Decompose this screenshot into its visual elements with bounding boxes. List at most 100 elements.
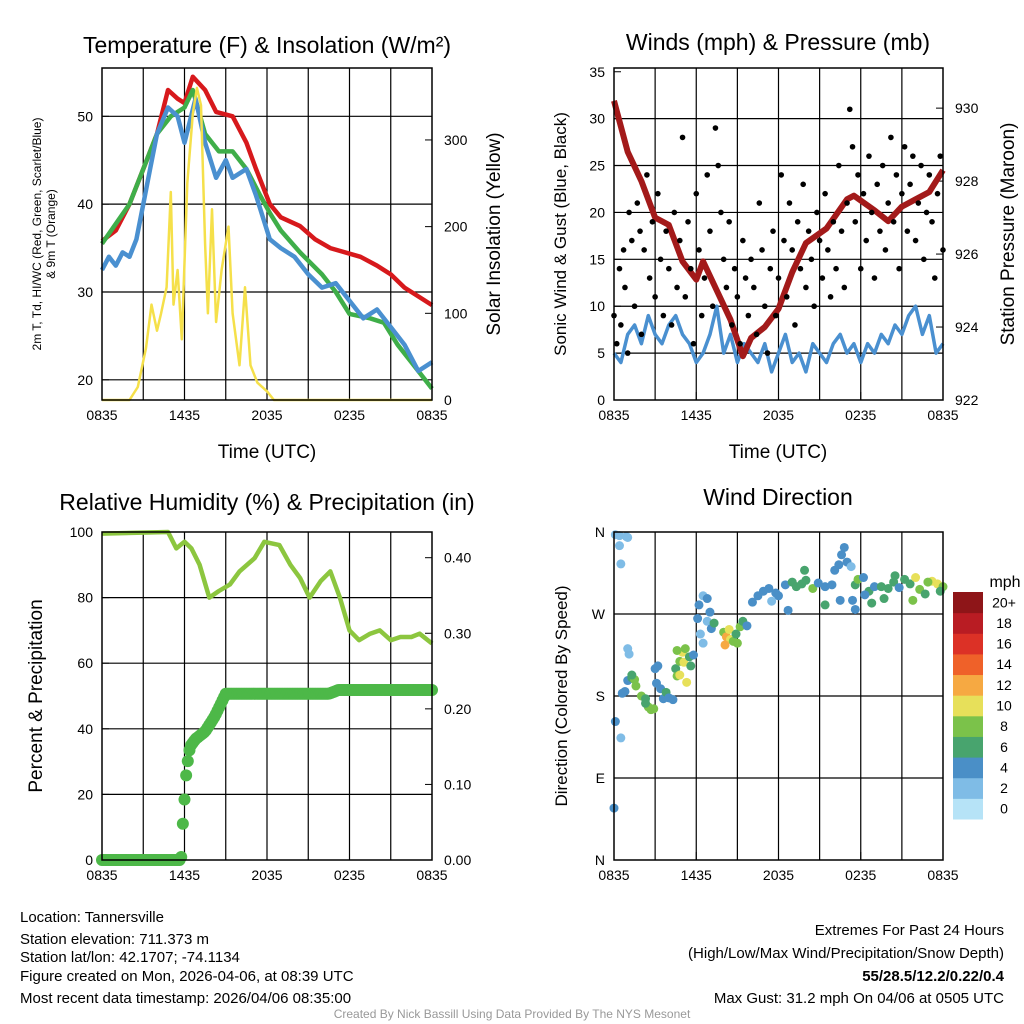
- wind-direction-chart-title: Wind Direction: [703, 484, 853, 510]
- x-tick-label: 0835: [416, 407, 447, 423]
- gust-point: [827, 294, 834, 300]
- y-tick-label: 5: [597, 345, 605, 361]
- wind-direction-point: [695, 629, 705, 639]
- gust-point: [923, 209, 930, 216]
- gust-point: [707, 228, 713, 234]
- x-tick-label: 1435: [169, 867, 200, 883]
- wind-direction-point: [614, 531, 624, 541]
- wind-direction-point: [709, 618, 719, 628]
- y-tick-label: 20: [77, 372, 93, 388]
- wind-direction-point: [702, 594, 712, 604]
- gust-point: [641, 247, 647, 253]
- gust-point: [620, 247, 627, 253]
- gust-point: [668, 322, 675, 328]
- y-tick-label: E: [596, 770, 605, 786]
- gust-point: [901, 143, 908, 150]
- wind-direction-point: [694, 600, 704, 610]
- colorbar-label: 14: [996, 656, 1012, 672]
- humidity-plot: 0835 1435 2035 0235 08350204060801000.000.10…: [70, 524, 472, 883]
- x-tick-label: 2035: [251, 867, 282, 883]
- plot-frame: [101, 531, 433, 861]
- gust-point: [660, 312, 667, 319]
- gust-point: [841, 284, 848, 291]
- y2-tick-label: 0: [444, 392, 452, 408]
- gust-point: [937, 153, 944, 159]
- gust-point: [814, 209, 820, 216]
- precipitation-point: [181, 755, 194, 768]
- footer-location: Location: Tannersville: [20, 909, 164, 926]
- gust-point: [696, 247, 702, 253]
- y-tick-label: 100: [70, 524, 94, 540]
- y-tick-label: S: [596, 688, 605, 704]
- footer-recent-timestamp: Most recent data timestamp: 2026/04/06 0…: [20, 990, 351, 1007]
- gust-point: [644, 172, 650, 178]
- gust-point: [745, 312, 752, 319]
- gust-point: [767, 265, 774, 272]
- colorbar-label: 8: [1000, 718, 1008, 734]
- gust-point: [756, 200, 763, 206]
- precipitation-point: [180, 769, 193, 782]
- wind-direction-point: [627, 670, 637, 680]
- gust-point: [805, 228, 812, 234]
- gust-point: [655, 190, 661, 197]
- plot-frame: [101, 67, 433, 401]
- gust-point: [770, 228, 776, 234]
- wind-direction-point: [774, 591, 783, 601]
- gust-point: [811, 303, 817, 310]
- gust-point: [626, 209, 632, 216]
- credit: Created By Nick Bassill Using Data Provi…: [334, 1007, 691, 1021]
- y-tick-label: 10: [589, 298, 605, 314]
- gust-point: [674, 284, 680, 291]
- colorbar-label: 18: [996, 615, 1012, 631]
- wind-direction-point: [820, 582, 830, 592]
- wind-direction-point: [867, 598, 877, 608]
- gust-point: [759, 247, 765, 253]
- x-tick-label: 0835: [416, 867, 447, 883]
- colorbar-swatch: [953, 757, 983, 779]
- colorbar-swatch: [953, 715, 983, 737]
- y-tick-label: 0: [85, 852, 93, 868]
- gust-point: [748, 256, 754, 263]
- y2-tick-label: 930: [955, 100, 979, 116]
- wind-direction-point: [610, 717, 620, 727]
- wind-direction-point: [908, 595, 918, 605]
- wind-direction-point: [879, 594, 889, 604]
- colorbar-label: 6: [1000, 739, 1008, 755]
- temperature-y2-label: Solar Insolation (Yellow): [484, 132, 505, 335]
- wind-direction-point: [848, 595, 858, 605]
- gust-point: [926, 172, 933, 178]
- gust-point: [753, 331, 760, 338]
- gust-point: [808, 256, 815, 263]
- gust-point: [693, 190, 700, 197]
- gust-point: [904, 228, 911, 234]
- gust-point: [800, 181, 806, 188]
- y2-tick-label: 0.20: [444, 701, 471, 717]
- gust-point: [915, 200, 922, 206]
- gust-point: [663, 228, 669, 234]
- wind-direction-point: [835, 595, 845, 605]
- gust-point: [877, 228, 883, 234]
- wind-direction-point: [732, 638, 742, 648]
- colorbar-swatch: [953, 674, 983, 696]
- y2-tick-label: 200: [444, 219, 468, 235]
- gust-point: [701, 275, 708, 281]
- solar-insolation-line: [102, 86, 432, 402]
- wind-direction-point: [783, 605, 793, 615]
- gust-point: [885, 200, 891, 206]
- wind-direction-point: [800, 565, 810, 575]
- gust-point: [822, 190, 828, 197]
- gust-point: [740, 237, 746, 244]
- gust-point: [879, 162, 886, 169]
- wind-direction-point: [850, 604, 860, 614]
- wind-direction-point: [614, 541, 624, 551]
- gust-point: [855, 172, 861, 178]
- gust-point: [863, 237, 870, 244]
- gust-point: [792, 322, 798, 328]
- y2-tick-label: 0.30: [444, 625, 471, 641]
- gust-point: [622, 284, 628, 291]
- gust-point: [852, 219, 859, 225]
- relative-humidity-line: [101, 529, 434, 646]
- wind-direction-point: [624, 649, 634, 659]
- gust-point: [715, 162, 721, 169]
